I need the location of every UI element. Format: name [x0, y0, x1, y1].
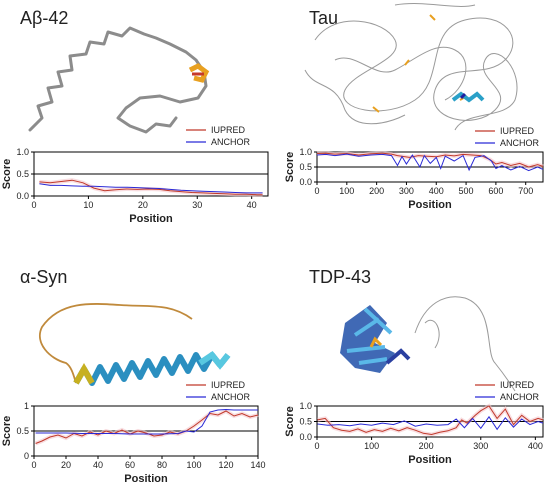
- chart-tdp43: 0 100 200 300 400 0.0 0.5 1.0 Position Score IUPRE…: [284, 380, 544, 466]
- x-tick-label: 40: [247, 200, 257, 210]
- x-axis-label: Position: [408, 454, 452, 466]
- x-tick-label: 400: [429, 186, 444, 196]
- y-tick-label: 1: [24, 401, 29, 411]
- panel-title: Tau: [309, 8, 339, 28]
- panel-title: Aβ-42: [20, 8, 69, 28]
- x-tick-label: 0: [31, 460, 36, 470]
- x-tick-label: 100: [364, 441, 379, 451]
- x-tick-label: 300: [473, 441, 488, 451]
- series-line-iupred: [317, 405, 544, 436]
- x-tick-label: 0: [31, 200, 36, 210]
- y-tick-label: 1.0: [299, 401, 312, 411]
- protein-structure-ribbon: [28, 26, 210, 134]
- series-line-anchor: [35, 408, 258, 435]
- x-tick-label: 200: [419, 441, 434, 451]
- x-tick-label: 60: [125, 460, 135, 470]
- legend-label: ANCHOR: [211, 137, 251, 147]
- x-tick-label: 20: [61, 460, 71, 470]
- x-tick-label: 120: [218, 460, 233, 470]
- protein-structure-ribbon: [39, 303, 231, 386]
- chart-tau: 0 100 200 300 400 500 600 700 0.0 0.5 1.0 Position S…: [284, 126, 544, 211]
- chart-alpha-syn: 0 20 40 60 80 100 120 140 0 0.5 1 Position Score IUPR…: [1, 380, 266, 485]
- x-tick-label: 0: [314, 186, 319, 196]
- x-tick-label: 10: [83, 200, 93, 210]
- series-line-iupred: [39, 179, 263, 196]
- series-line-anchor: [316, 153, 544, 172]
- x-tick-label: 200: [369, 186, 384, 196]
- y-tick-label: 0.5: [299, 417, 312, 427]
- legend-label: ANCHOR: [500, 138, 540, 148]
- x-tick-label: 0: [314, 441, 319, 451]
- x-axis-label: Position: [124, 473, 168, 485]
- x-tick-label: 600: [488, 186, 503, 196]
- series-line-anchor: [39, 183, 263, 194]
- x-tick-label: 40: [93, 460, 103, 470]
- legend-label: IUPRED: [500, 380, 535, 390]
- series-line-anchor: [317, 415, 544, 431]
- chart-abeta42: 0 10 20 30 40 0.0 0.5 1.0 Position Score IUPRED ANC…: [1, 125, 269, 225]
- x-tick-label: 140: [250, 460, 265, 470]
- legend-label: ANCHOR: [211, 392, 251, 402]
- x-tick-label: 30: [192, 200, 202, 210]
- panel-tdp43: TDP-43 0 100 200 300 400 0.0 0.5 1.0 Position Sco…: [275, 243, 550, 485]
- panel-abeta42: Aβ-42 0 10 20 30 40 0.0 0.5 1.0 Position Score IUP…: [0, 0, 275, 242]
- panel-title: α-Syn: [20, 267, 68, 287]
- folded-domain: [340, 305, 411, 373]
- x-tick-label: 80: [157, 460, 167, 470]
- series-shading-iupred: [317, 403, 544, 437]
- y-axis-label: Score: [284, 406, 296, 437]
- protein-structure-ribbon: [304, 3, 518, 131]
- y-tick-label: 0: [24, 451, 29, 461]
- y-tick-label: 0.5: [16, 169, 29, 179]
- panel-title: TDP-43: [309, 267, 372, 287]
- y-axis-label: Score: [1, 159, 13, 190]
- series-shading-iupred: [34, 408, 259, 446]
- y-axis-label: Score: [1, 416, 13, 447]
- y-tick-label: 0.5: [299, 162, 312, 172]
- x-axis-label: Position: [408, 199, 452, 211]
- y-tick-label: 0.0: [299, 177, 312, 187]
- panel-alpha-syn: α-Syn 0 20 40 60 80 100 120 140 0 0.5 1 Position Sco…: [0, 243, 275, 485]
- x-tick-label: 400: [528, 441, 543, 451]
- panel-tau: Tau 0 100 200 300 400 500 600 700 0.0 0.5 1.0 Posit…: [275, 0, 550, 242]
- y-tick-label: 1.0: [16, 147, 29, 157]
- y-tick-label: 0.0: [299, 432, 312, 442]
- x-tick-label: 100: [186, 460, 201, 470]
- y-tick-label: 0.5: [16, 426, 29, 436]
- x-tick-label: 100: [339, 186, 354, 196]
- y-tick-label: 0.0: [16, 191, 29, 201]
- legend-label: ANCHOR: [500, 392, 540, 402]
- x-axis-label: Position: [129, 213, 173, 225]
- series-line-iupred: [35, 410, 259, 444]
- protein-structure-ribbon: [340, 296, 516, 392]
- x-tick-label: 20: [138, 200, 148, 210]
- y-tick-label: 1.0: [299, 147, 312, 157]
- x-tick-label: 700: [518, 186, 533, 196]
- x-tick-label: 500: [459, 186, 474, 196]
- x-tick-label: 300: [399, 186, 414, 196]
- legend-label: IUPRED: [211, 380, 246, 390]
- legend-label: IUPRED: [500, 126, 535, 136]
- legend-label: IUPRED: [211, 125, 246, 135]
- y-axis-label: Score: [284, 152, 296, 183]
